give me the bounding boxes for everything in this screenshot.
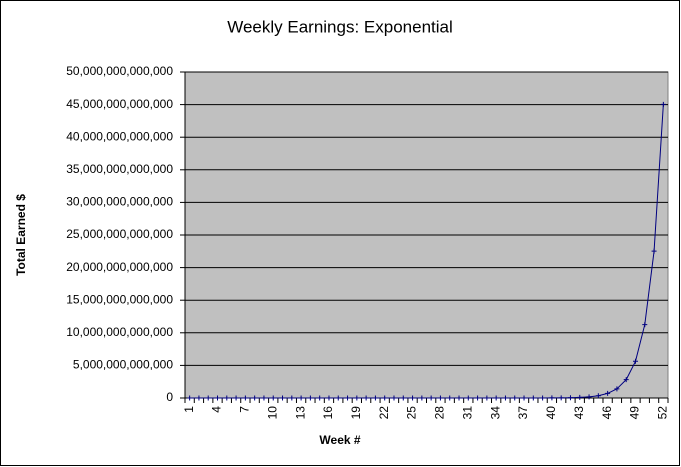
point-marker [354,395,360,401]
point-marker [502,395,508,401]
x-tick-label: 25 [405,406,419,420]
x-tick-label: 49 [628,406,642,420]
x-tick-label: 52 [656,406,670,420]
x-tick-label: 4 [210,406,224,413]
point-marker [400,395,406,401]
point-marker [558,395,564,401]
x-tick-label: 16 [321,406,335,420]
point-marker [484,395,490,401]
y-tick-label: 40,000,000,000,000 [66,129,173,143]
point-marker [280,395,286,401]
point-marker [577,394,583,400]
point-marker [660,101,666,107]
point-marker [345,395,351,401]
y-tick-label: 10,000,000,000,000 [66,325,173,339]
y-tick-label: 0 [166,390,173,404]
point-marker [298,395,304,401]
y-tick-label: 35,000,000,000,000 [66,162,173,176]
point-marker [623,377,629,383]
point-marker [215,395,221,401]
y-tick-label: 5,000,000,000,000 [73,358,173,372]
point-marker [372,395,378,401]
x-tick-label: 13 [293,406,307,420]
x-tick-label: 34 [488,406,502,420]
point-marker [335,395,341,401]
x-tick-label: 1 [182,406,196,413]
point-marker [252,395,258,401]
point-marker [651,248,657,254]
x-tick-label: 10 [265,406,279,420]
point-marker [326,395,332,401]
point-marker [242,395,248,401]
y-tick-label: 50,000,000,000,000 [66,64,173,78]
x-tick-label: 28 [433,406,447,420]
x-tick-label: 31 [460,406,474,420]
point-marker [317,395,323,401]
point-marker [428,395,434,401]
point-marker [614,386,620,392]
point-marker [233,395,239,401]
point-marker [475,395,481,401]
point-marker [493,395,499,401]
point-marker [549,395,555,401]
point-marker [261,395,267,401]
point-marker [465,395,471,401]
point-marker [586,394,592,400]
x-tick-label: 19 [349,406,363,420]
point-marker [437,395,443,401]
point-marker [391,395,397,401]
x-tick-label: 43 [572,406,586,420]
y-tick-label: 25,000,000,000,000 [66,227,173,241]
point-marker [419,395,425,401]
point-marker [270,395,276,401]
point-marker [512,395,518,401]
point-marker [605,390,611,396]
point-marker [224,395,230,401]
point-marker [363,395,369,401]
point-marker [540,395,546,401]
x-tick-label: 37 [516,406,530,420]
x-tick-label: 40 [544,406,558,420]
x-axis-title: Week # [319,433,360,447]
point-marker [382,395,388,401]
point-marker [521,395,527,401]
line-series [189,104,664,399]
point-marker [447,395,453,401]
point-marker [632,358,638,364]
x-tick-label: 7 [238,406,252,413]
point-marker [289,395,295,401]
y-tick-label: 20,000,000,000,000 [66,260,173,274]
chart-title: Weekly Earnings: Exponential [227,17,453,36]
point-marker [595,393,601,399]
y-tick-label: 45,000,000,000,000 [66,97,173,111]
y-tick-label: 30,000,000,000,000 [66,195,173,209]
y-tick-label: 15,000,000,000,000 [66,292,173,306]
point-marker [187,395,193,401]
point-marker [530,395,536,401]
point-marker [205,395,211,401]
point-marker [456,395,462,401]
point-marker [410,395,416,401]
y-axis-title: Total Earned $ [14,194,28,276]
point-marker [196,395,202,401]
point-marker [642,322,648,328]
point-marker [567,395,573,401]
x-tick-label: 22 [377,406,391,420]
point-marker [307,395,313,401]
x-tick-label: 46 [600,406,614,420]
